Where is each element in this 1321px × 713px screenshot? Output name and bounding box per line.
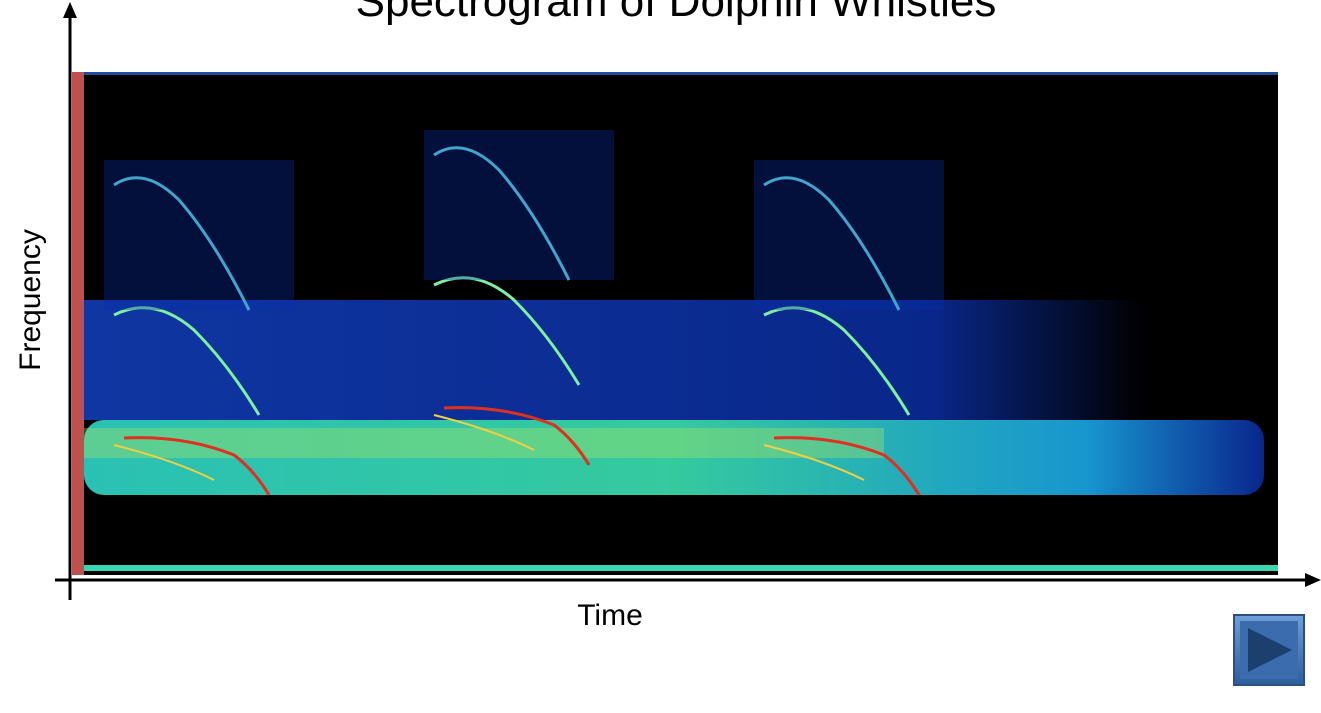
spectrogram	[72, 72, 1278, 575]
play-button[interactable]	[1234, 615, 1304, 685]
x-axis-label: Time	[577, 599, 643, 632]
y-axis-label: Frequency	[14, 229, 47, 371]
slide: Spectrogram of Dolphin Whistles Frequenc…	[0, 0, 1321, 713]
slide-title: Spectrogram of Dolphin Whistles	[356, 0, 997, 26]
